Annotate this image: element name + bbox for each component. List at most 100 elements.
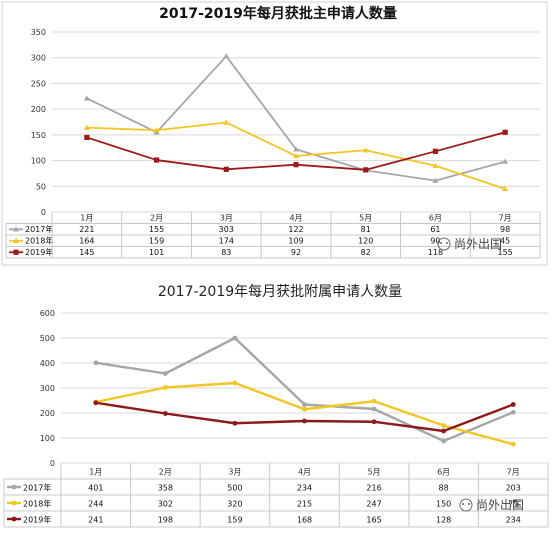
data-point [432, 148, 439, 154]
y-tick-label: 300 [40, 384, 55, 393]
data-label: 150 [436, 500, 451, 509]
data-label: 145 [79, 248, 94, 257]
chart-dependent-applicants: 2017-2019年每月获批附属申请人数量 0 100 200 300 400 500 60… [3, 284, 549, 528]
data-point [502, 129, 508, 135]
x-tick-label: 7月 [507, 468, 520, 477]
data-point [432, 162, 439, 168]
data-label: 358 [158, 484, 173, 493]
data-label: 203 [506, 484, 521, 493]
data-label: 244 [88, 500, 103, 509]
data-point [93, 400, 99, 406]
data-point [502, 185, 509, 192]
data-point [371, 406, 377, 412]
y-tick-label: 350 [31, 28, 46, 37]
data-point [223, 119, 230, 125]
y-tick-label: 0 [41, 208, 46, 217]
data-point [83, 124, 90, 130]
y-tick-label: 250 [31, 79, 46, 88]
data-label: 500 [227, 484, 242, 493]
data-point [441, 423, 447, 428]
legend-label: 2018年 [23, 499, 51, 509]
watermark-text: 尚外出国 [454, 237, 502, 251]
data-point [363, 167, 369, 173]
watermark-logo-eye-icon [462, 503, 464, 505]
data-point [153, 127, 160, 133]
data-point [502, 158, 509, 164]
data-point [362, 147, 369, 153]
data-point [510, 402, 516, 407]
data-label: 155 [149, 225, 164, 234]
watermark-logo-icon [437, 237, 451, 251]
data-label: 198 [158, 516, 173, 525]
data-label: 98 [500, 225, 510, 234]
data-point [510, 441, 516, 447]
x-tick-label: 3月 [220, 213, 233, 222]
data-label: 159 [227, 516, 242, 525]
data-label: 164 [79, 236, 94, 245]
data-label: 165 [366, 516, 381, 525]
data-label: 215 [297, 500, 312, 509]
watermark-text: 尚外出国 [476, 498, 524, 512]
data-label: 401 [88, 484, 103, 493]
data-point [371, 398, 377, 404]
x-tick-label: 3月 [228, 468, 241, 477]
y-tick-label: 100 [31, 157, 46, 166]
data-label: 155 [498, 248, 513, 257]
data-label: 247 [366, 500, 381, 509]
data-label: 303 [219, 225, 234, 234]
legend-label: 2019年 [23, 515, 51, 525]
data-point [223, 53, 230, 59]
y-tick-label: 200 [40, 409, 55, 418]
data-point [83, 95, 90, 101]
data-label: 118 [428, 248, 443, 257]
x-tick-label: 1月 [89, 468, 102, 477]
data-point [293, 162, 299, 168]
data-point [302, 418, 307, 424]
data-point [153, 157, 160, 163]
legend-label: 2017年 [23, 483, 51, 493]
data-label: 168 [297, 516, 312, 525]
data-point [162, 411, 168, 416]
data-point [13, 237, 19, 243]
data-label: 83 [221, 248, 231, 257]
data-point [302, 402, 307, 407]
chart-title: 2017-2019年每月获批主申请人数量 [159, 5, 397, 22]
chart-title: 2017-2019年每月获批附属申请人数量 [158, 284, 402, 300]
data-label: 88 [439, 484, 449, 493]
data-label: 120 [358, 236, 373, 245]
x-tick-label: 6月 [429, 213, 442, 222]
series-line-2017年 [86, 55, 506, 182]
chart-main-applicants: 2017-2019年每月获批主申请人数量 0 50 100 150 200 250 300 3… [1, 1, 548, 266]
y-tick-label: 200 [31, 105, 46, 114]
data-label: 122 [288, 225, 303, 234]
data-label: 45 [500, 236, 510, 245]
x-tick-label: 4月 [289, 213, 302, 222]
data-label: 101 [149, 248, 164, 257]
watermark-logo-eye-icon [468, 503, 470, 505]
y-tick-label: 50 [36, 182, 46, 191]
data-point [371, 419, 377, 425]
data-label: 174 [219, 236, 234, 245]
data-point [293, 146, 299, 152]
watermark-logo-eye-icon [446, 242, 448, 244]
data-point [441, 438, 447, 444]
y-tick-label: 0 [50, 459, 55, 468]
data-label: 61 [430, 225, 440, 234]
data-point [432, 177, 439, 183]
y-tick-label: 150 [31, 131, 46, 140]
legend-label: 2019年 [25, 247, 53, 257]
y-tick-label: 500 [40, 334, 55, 343]
data-point [510, 409, 516, 415]
data-point [11, 516, 17, 522]
data-label: 302 [158, 500, 173, 509]
data-label: 81 [361, 225, 371, 234]
x-tick-label: 2月 [159, 468, 172, 477]
data-point [441, 428, 447, 434]
data-label: 109 [288, 236, 303, 245]
data-point [223, 166, 229, 172]
data-label: 221 [79, 225, 94, 234]
y-tick-label: 600 [40, 309, 55, 318]
data-label: 92 [291, 248, 301, 257]
data-point [13, 226, 19, 232]
